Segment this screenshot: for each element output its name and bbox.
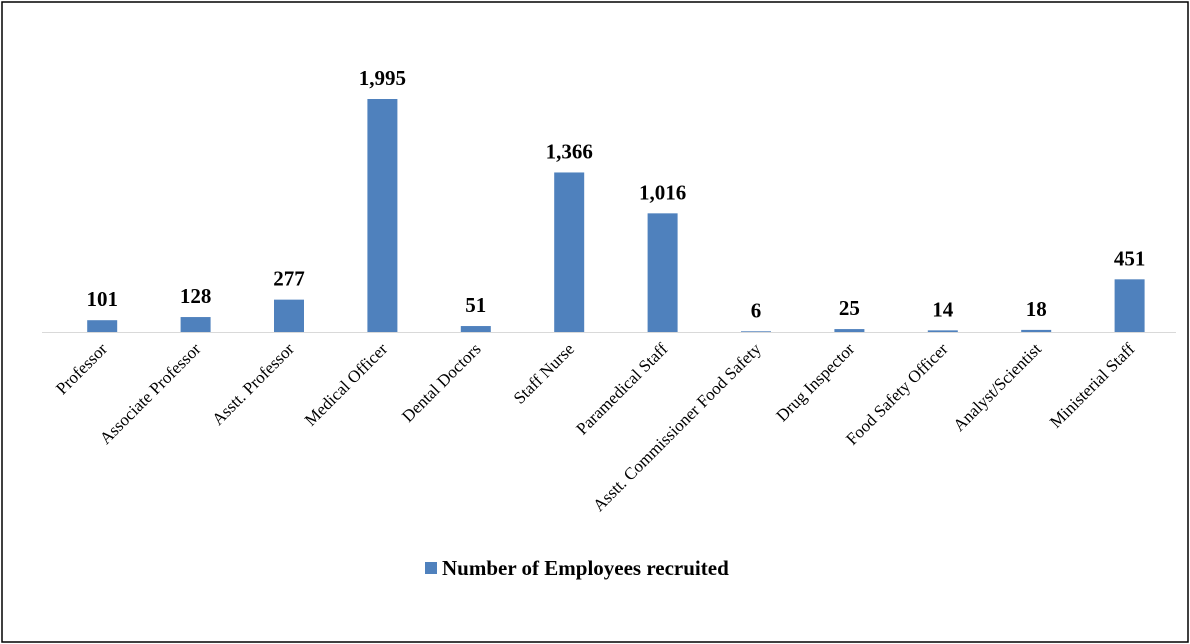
data-label: 18: [1026, 297, 1047, 321]
data-label: 128: [180, 284, 212, 308]
bar: [647, 213, 678, 332]
data-label: 14: [932, 297, 954, 321]
bar: [87, 320, 118, 332]
bar: [180, 317, 211, 332]
data-label: 25: [839, 296, 860, 320]
bar: [274, 299, 304, 332]
bar: [367, 99, 398, 332]
data-label: 1,016: [639, 180, 686, 204]
bar: [1114, 279, 1145, 332]
bar: [1021, 329, 1052, 332]
data-label: 1,366: [546, 139, 593, 163]
bar: [554, 172, 585, 332]
bar: [834, 329, 865, 332]
data-label: 451: [1114, 246, 1146, 270]
data-label: 51: [465, 293, 486, 317]
data-label: 6: [751, 298, 762, 322]
bar: [460, 326, 491, 332]
data-label: 1,995: [359, 66, 406, 90]
data-label: 101: [86, 287, 118, 311]
legend-swatch: [425, 562, 437, 574]
bar: [927, 330, 958, 332]
data-label: 277: [273, 267, 305, 291]
legend-label: Number of Employees recruited: [442, 556, 729, 580]
bar: [741, 331, 771, 332]
